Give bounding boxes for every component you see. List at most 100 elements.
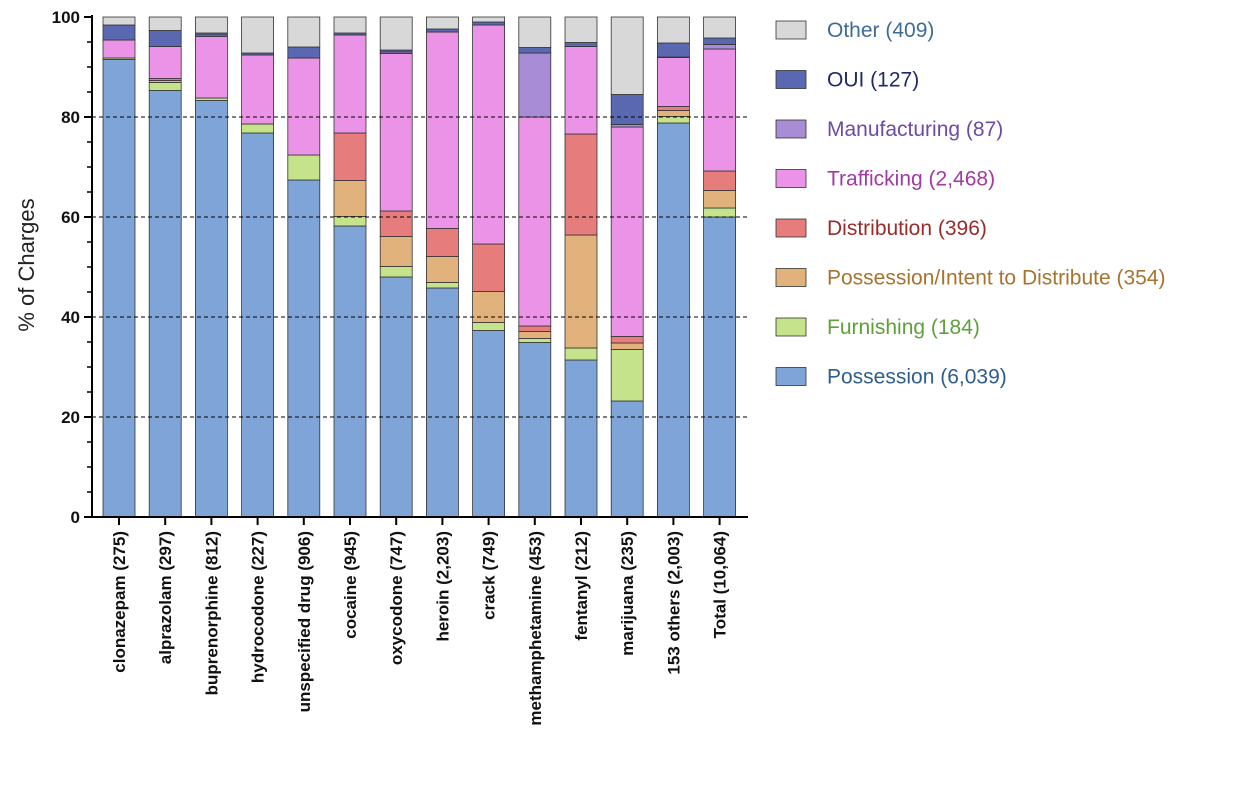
legend-label: Possession/Intent to Distribute (354): [827, 267, 1166, 290]
bar-segment: [657, 110, 690, 117]
bar-segment: [703, 48, 736, 172]
legend: Other (409) OUI (127) Manufacturing (87) Tr…: [775, 19, 1166, 389]
bar-segment: [194, 100, 228, 518]
bar-segment: [379, 53, 413, 212]
bar-segment: [703, 44, 736, 50]
bar-segment: [333, 16, 367, 34]
legend-swatch: [775, 268, 807, 287]
bar-segment: [241, 16, 275, 54]
y-tick-label: 80: [61, 108, 80, 127]
bar-segment: [564, 46, 598, 135]
x-category-label: fentanyl (212): [572, 531, 591, 641]
bar-segment: [148, 46, 182, 79]
y-tick-label: 40: [61, 308, 80, 327]
bar-segment: [610, 349, 644, 402]
x-category-label: cocaine (945): [341, 531, 360, 639]
x-category-label: marijuana (235): [618, 531, 637, 656]
bar-segment: [102, 16, 136, 26]
bar-segment: [287, 154, 321, 181]
x-category-label: alprazolam (297): [156, 531, 175, 664]
bar-segment: [425, 256, 459, 283]
bar-segment: [333, 225, 367, 518]
bar-segment: [564, 359, 598, 518]
y-tick-label: 0: [71, 508, 80, 527]
x-category-label: buprenorphine (812): [202, 531, 221, 695]
bar-segment: [518, 325, 552, 332]
bar-segment: [518, 338, 552, 343]
bar-segment: [703, 37, 736, 45]
legend-swatch: [775, 70, 807, 89]
bar-segment: [472, 16, 506, 23]
axes: [91, 15, 748, 518]
x-category-label: unspecified drug (906): [295, 531, 314, 712]
bar-segment: [194, 16, 228, 34]
x-category-label: clonazepam (275): [110, 531, 129, 673]
bar-segment: [518, 331, 552, 339]
bar-segment: [657, 16, 690, 44]
bar-segment: [564, 133, 598, 236]
legend-label: Possession (6,039): [827, 366, 1007, 389]
legend-swatch: [775, 367, 807, 386]
bar-segment: [610, 342, 644, 350]
bar-segment: [425, 16, 459, 30]
legend-label: Furnishing (184): [827, 316, 980, 339]
legend-label: Other (409): [827, 19, 934, 42]
legend-label: OUI (127): [827, 69, 919, 92]
bar-segment: [148, 90, 182, 518]
bar-segment: [703, 216, 736, 518]
y-axis-ticks: 0 20 40 60 80 100: [52, 8, 92, 527]
legend-swatch: [775, 317, 807, 337]
bars: [102, 16, 736, 518]
bar-segment: [518, 47, 552, 54]
legend-swatch: [775, 20, 807, 40]
y-tick-label: 60: [61, 208, 80, 227]
bar-segment: [425, 282, 459, 289]
bar-segment: [287, 16, 321, 48]
bar-segment: [518, 52, 552, 118]
bar-segment: [148, 16, 182, 31]
bar-segment: [564, 347, 598, 361]
bar-segment: [379, 210, 413, 237]
bar-segment: [472, 322, 506, 331]
bar-segment: [703, 170, 736, 191]
bar-segment: [379, 236, 413, 267]
bar-segment: [241, 54, 275, 125]
bar-segment: [102, 59, 136, 518]
bar-segment: [657, 42, 690, 58]
bar-segment: [333, 132, 367, 181]
x-category-label: crack (749): [480, 531, 499, 620]
bar-segment: [703, 207, 736, 218]
x-category-label: hydrocodone (227): [249, 531, 268, 683]
bar-segment: [472, 243, 506, 292]
bar-segment: [610, 400, 644, 518]
bar-segment: [425, 28, 459, 33]
bar-segment: [657, 57, 690, 107]
bar-segment: [703, 190, 736, 209]
x-category-label: 153 others (2,003): [664, 531, 683, 675]
bar-segment: [194, 36, 228, 99]
legend-label: Distribution (396): [827, 217, 987, 240]
bar-segment: [610, 94, 644, 125]
legend-swatch: [775, 169, 807, 188]
y-axis-title: % of Charges: [14, 198, 39, 331]
bar-segment: [610, 126, 644, 337]
bar-segment: [425, 287, 459, 518]
bar-segment: [472, 291, 506, 323]
bar-segment: [472, 24, 506, 245]
bar-segment: [333, 216, 367, 227]
x-category-label: heroin (2,203): [433, 531, 452, 642]
bar-segment: [518, 116, 552, 327]
x-category-label: methamphetamine (453): [526, 531, 545, 726]
bar-segment: [564, 16, 598, 43]
bar-segment: [472, 330, 506, 518]
bar-segment: [241, 123, 275, 134]
bar-segment: [518, 342, 552, 518]
y-tick-label: 100: [52, 8, 80, 27]
bar-segment: [564, 234, 598, 349]
legend-label: Trafficking (2,468): [827, 168, 995, 191]
legend-swatch: [775, 218, 807, 238]
x-axis-category-labels: clonazepam (275) alprazolam (297) buprenor…: [110, 517, 730, 726]
bar-segment: [703, 16, 736, 39]
bar-segment: [287, 57, 321, 156]
